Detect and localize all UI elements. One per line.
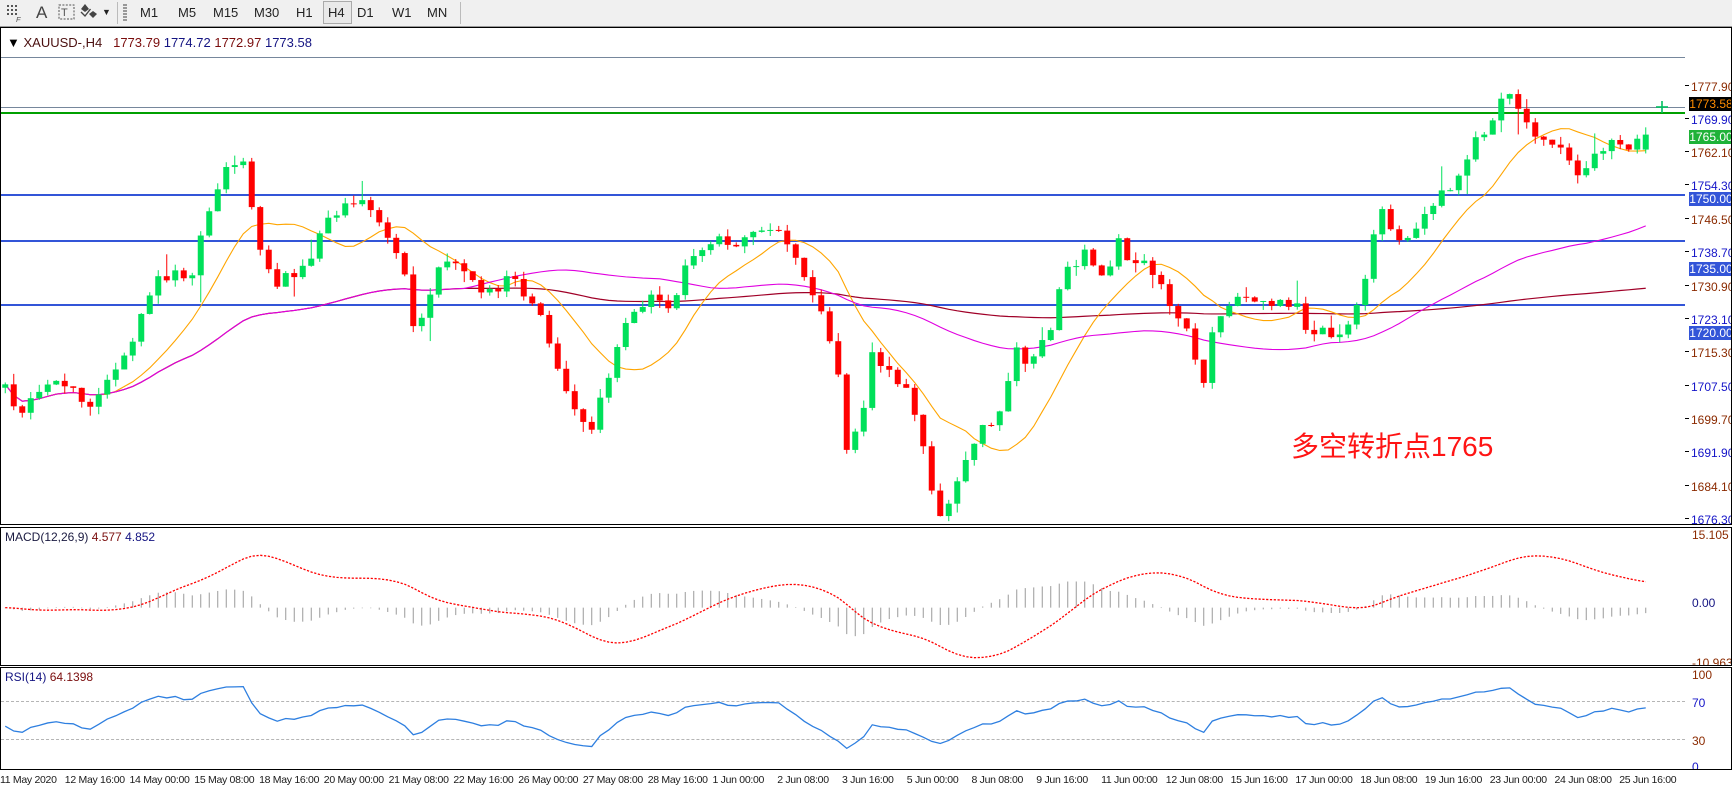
svg-text:T: T <box>61 7 68 19</box>
svg-text:F: F <box>16 15 21 22</box>
